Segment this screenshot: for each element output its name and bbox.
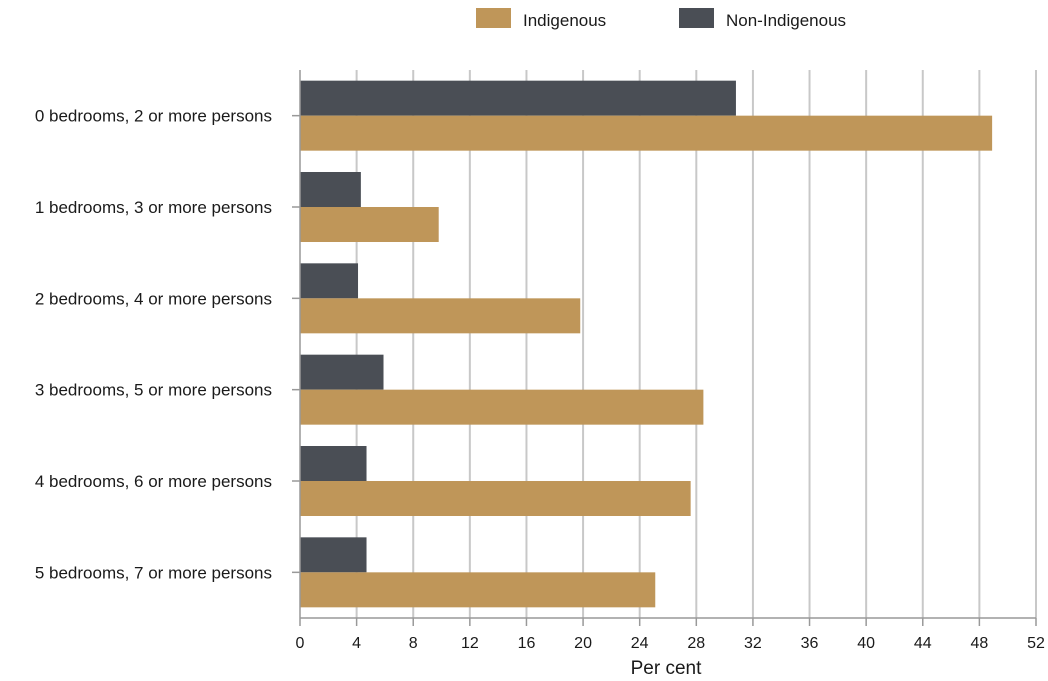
bar-indigenous [300, 115, 993, 151]
legend-label-indigenous: Indigenous [523, 11, 606, 30]
category-label: 4 bedrooms, 6 or more persons [35, 472, 272, 491]
legend-swatch-indigenous [476, 8, 511, 28]
x-tick-label: 40 [857, 635, 875, 652]
x-tick-label: 44 [914, 635, 932, 652]
category-label: 0 bedrooms, 2 or more persons [35, 107, 272, 126]
x-tick-label: 12 [461, 635, 479, 652]
category-label: 5 bedrooms, 7 or more persons [35, 563, 272, 582]
bar-non-indigenous [300, 263, 359, 299]
category-label: 2 bedrooms, 4 or more persons [35, 289, 272, 308]
x-tick-label: 24 [631, 635, 649, 652]
category-label: 1 bedrooms, 3 or more persons [35, 198, 272, 217]
bar-indigenous [300, 207, 439, 242]
bar-indigenous [300, 481, 691, 516]
bar-indigenous [300, 298, 581, 334]
x-tick-label: 20 [574, 635, 592, 652]
x-tick-label: 48 [970, 635, 988, 652]
grid-lines [355, 70, 1037, 618]
category-label: 3 bedrooms, 5 or more persons [35, 381, 272, 400]
x-tick-label: 8 [409, 635, 418, 652]
bar-non-indigenous [300, 80, 736, 116]
x-tick-label: 28 [687, 635, 705, 652]
bar-indigenous [300, 389, 704, 425]
x-tick-label: 36 [801, 635, 819, 652]
legend-swatch-non-indigenous [679, 8, 714, 28]
legend: Indigenous Non-Indigenous [476, 8, 846, 30]
x-tick-label: 32 [744, 635, 762, 652]
bar-non-indigenous [300, 537, 367, 573]
x-tick-label: 52 [1027, 635, 1045, 652]
x-axis-title: Per cent [631, 658, 702, 679]
bar-non-indigenous [300, 354, 384, 390]
legend-label-non-indigenous: Non-Indigenous [726, 11, 846, 30]
x-tick-label: 4 [352, 635, 361, 652]
x-axis: 0 4 8 12 16 20 24 28 32 36 40 44 48 52 [292, 70, 1045, 652]
bar-non-indigenous [300, 446, 367, 481]
bars [300, 80, 993, 608]
x-tick-label: 16 [518, 635, 536, 652]
bar-indigenous [300, 572, 656, 608]
category-labels: 0 bedrooms, 2 or more persons 1 bedrooms,… [35, 107, 272, 583]
bar-non-indigenous [300, 172, 361, 207]
x-tick-label: 0 [296, 635, 305, 652]
